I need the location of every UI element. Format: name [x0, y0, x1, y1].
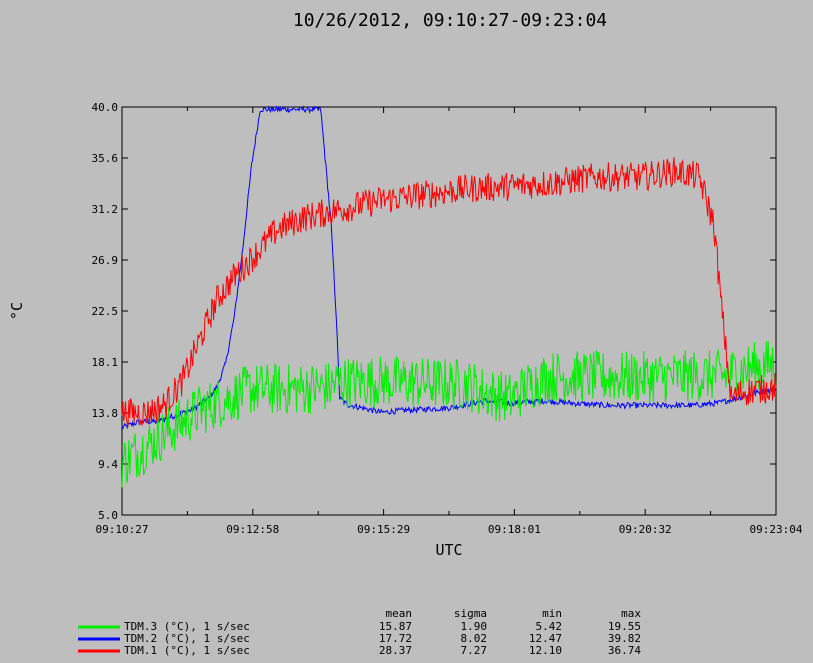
- y-tick-label: 31.2: [92, 203, 119, 216]
- legend-stat: 36.74: [608, 644, 641, 657]
- x-tick-label: 09:12:58: [226, 523, 279, 536]
- y-tick-label: 35.6: [92, 152, 119, 165]
- legend-stat: 39.82: [608, 632, 641, 645]
- x-tick-label: 09:20:32: [619, 523, 672, 536]
- legend-stat: 7.27: [461, 644, 488, 657]
- stats-header: sigma: [454, 607, 487, 620]
- series-line-0: [121, 341, 777, 488]
- y-tick-label: 40.0: [92, 101, 119, 114]
- y-tick-label: 9.4: [98, 458, 118, 471]
- legend: TDM.3 (°C), 1 s/sec 15.87 1.90 5.42 19.55 TDM…: [78, 620, 641, 657]
- y-tick-label: 22.5: [92, 305, 119, 318]
- x-tick-label: 09:10:27: [96, 523, 149, 536]
- x-tick-label: 09:15:29: [357, 523, 410, 536]
- legend-label: TDM.1 (°C), 1 s/sec: [124, 644, 250, 657]
- x-axis-label: UTC: [435, 541, 462, 559]
- stats-header: max: [621, 607, 641, 620]
- y-axis-label: °C: [8, 302, 26, 320]
- stats-header: min: [542, 607, 562, 620]
- x-tick-label: 09:23:04: [750, 523, 803, 536]
- legend-label: TDM.2 (°C), 1 s/sec: [124, 632, 250, 645]
- y-tick-label: 5.0: [98, 509, 118, 522]
- legend-stat: 12.47: [529, 632, 562, 645]
- series-line-2: [121, 157, 777, 428]
- x-tick-label: 09:18:01: [488, 523, 541, 536]
- legend-label: TDM.3 (°C), 1 s/sec: [124, 620, 250, 633]
- y-tick-label: 18.1: [92, 356, 119, 369]
- legend-stat: 1.90: [461, 620, 488, 633]
- legend-stat: 17.72: [379, 632, 412, 645]
- y-tick-label: 13.8: [92, 407, 119, 420]
- series-line-1: [121, 105, 777, 430]
- series-lines: [121, 105, 777, 488]
- legend-stat: 15.87: [379, 620, 412, 633]
- chart-title: 10/26/2012, 09:10:27-09:23:04: [293, 10, 607, 31]
- legend-stat: 12.10: [529, 644, 562, 657]
- legend-stat: 19.55: [608, 620, 641, 633]
- stats-header: mean: [386, 607, 413, 620]
- legend-stat: 8.02: [461, 632, 488, 645]
- legend-stat: 28.37: [379, 644, 412, 657]
- legend-stat: 5.42: [536, 620, 563, 633]
- plot-frame: [121, 106, 777, 516]
- y-tick-label: 26.9: [92, 254, 119, 267]
